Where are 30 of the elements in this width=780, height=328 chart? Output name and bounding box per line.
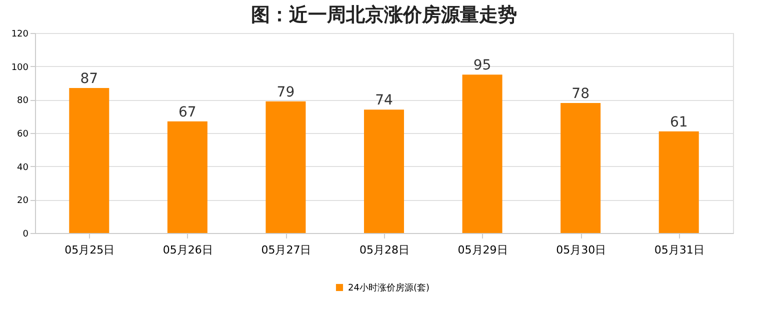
data-label: 79 [276,84,295,100]
x-tick-label: 05月25日 [64,244,115,256]
data-label: 95 [473,58,492,74]
legend-label: 24小时涨价房源(套) [348,282,430,294]
y-tick-label: 60 [17,130,29,140]
data-label: 74 [375,92,393,109]
bar [167,121,208,233]
x-tick-label: 05月30日 [556,244,606,256]
y-tick-label: 0 [22,230,29,240]
x-tick-label: 05月26日 [162,244,213,256]
x-tick-label: 05月27日 [261,244,312,256]
y-tick-label: 80 [17,96,29,106]
bar [658,131,699,233]
data-label: 78 [572,86,590,102]
x-tick-label: 05月28日 [360,244,410,256]
bar [364,110,404,233]
bar [462,74,502,233]
data-label: 67 [178,104,196,120]
data-label: 61 [670,114,688,130]
y-tick-label: 40 [17,162,29,173]
chart-title: 图：近一周北京涨价房源量走势 [251,4,517,26]
y-tick-label: 20 [17,196,29,206]
bar [69,88,110,233]
x-tick-label: 05月29日 [458,244,508,256]
bar [560,103,601,233]
y-tick-label: 100 [11,62,29,73]
data-label: 87 [80,71,98,87]
y-tick-label: 120 [11,30,29,40]
x-tick-label: 05月31日 [654,244,704,256]
bar [266,101,306,233]
